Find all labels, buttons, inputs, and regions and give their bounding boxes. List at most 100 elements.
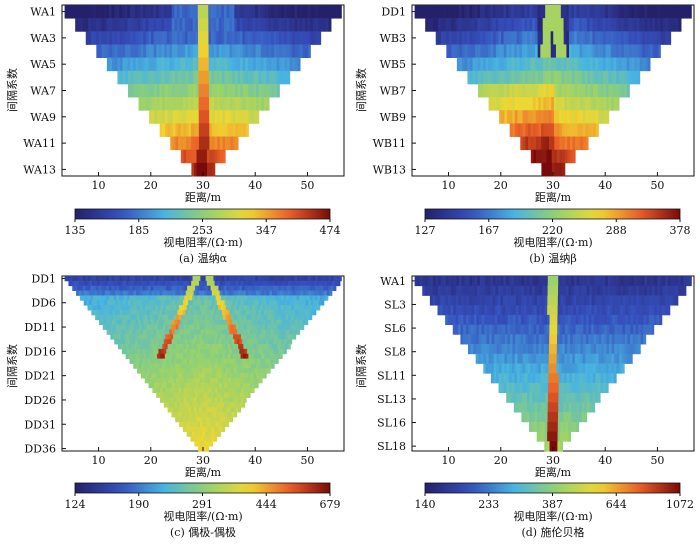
heatmap-cell [222,280,226,287]
heatmap-cell [569,149,573,164]
heatmap-cell [321,280,325,287]
heatmap-cell [497,314,501,326]
heatmap-cell [321,290,325,296]
heatmap-cell [307,44,311,59]
heatmap-cell [255,83,259,98]
heatmap-cell [508,276,512,287]
heatmap-cell [267,358,271,364]
heatmap-cell [283,276,287,282]
heatmap-cell [185,353,189,360]
heatmap-cell [490,70,494,85]
heatmap-cell [210,285,214,291]
heatmap-cell [213,348,217,355]
heatmap-cell [472,5,476,19]
heatmap-cell [173,397,177,403]
heatmap-cell [218,295,222,301]
heatmap-cell [567,136,571,151]
heatmap-cell [281,57,285,72]
heatmap-cell [106,285,110,291]
heatmap-cell [675,285,679,296]
heatmap-cell [585,324,589,335]
heatmap-cell [72,5,76,19]
heatmap-cell [602,31,606,45]
heatmap-cell [568,421,572,432]
heatmap-cell [281,285,285,291]
heatmap-cell [448,18,452,32]
heatmap-cell [110,334,114,340]
heatmap-cell [551,83,555,98]
heatmap-cell [268,310,272,316]
heatmap-cell [226,329,230,335]
heatmap-cell [582,123,586,137]
heatmap-cell [468,314,472,326]
heatmap-cell [578,305,582,316]
heatmap-cell [79,295,83,301]
heatmap-cell [595,344,599,355]
heatmap-cell [169,300,173,306]
heatmap-cell [597,57,601,72]
heatmap-cell [132,31,136,45]
heatmap-cell [93,31,97,45]
x-tick-label: 30 [546,179,560,192]
heatmap-cell [240,353,244,360]
panel-d-caption: (d) 施伦贝格 [521,525,584,539]
heatmap-cell [157,280,161,287]
heatmap-cell [221,382,225,389]
heatmap-cell [211,110,215,124]
heatmap-cell [209,387,213,394]
heatmap-cell [564,136,568,151]
heatmap-cell [172,353,176,360]
heatmap-cell [473,334,477,345]
heatmap-cell [211,436,215,442]
heatmap-cell [581,285,585,296]
heatmap-cell [175,416,179,423]
heatmap-cell [579,5,583,19]
heatmap-cell [198,44,202,59]
heatmap-cell [81,280,85,287]
heatmap-cell [566,402,570,413]
heatmap-cell [575,136,579,151]
heatmap-cell [108,305,112,311]
heatmap-cell [172,57,176,72]
heatmap-cell [308,280,312,287]
heatmap-cell [493,44,497,59]
heatmap-cell [337,280,341,287]
heatmap-cell [288,305,292,311]
heatmap-cell [310,18,314,32]
heatmap-cell [485,276,489,287]
heatmap-cell [225,344,229,350]
colorbar-tick-label: 190 [128,498,149,511]
heatmap-cell [183,387,187,394]
heatmap-cell [166,382,170,389]
heatmap-cell [206,310,210,316]
heatmap-cell [482,285,486,296]
heatmap-cell [555,18,559,32]
heatmap-cell [101,5,105,19]
heatmap-cell [173,334,177,340]
heatmap-cell [305,44,309,59]
heatmap-cell [524,44,528,59]
heatmap-cell [561,70,565,85]
heatmap-cell [526,276,530,287]
heatmap-cell [236,314,240,321]
heatmap-cell [219,353,223,360]
heatmap-cell [191,162,195,177]
heatmap-cell [289,329,293,335]
heatmap-cell [493,373,497,384]
heatmap-cell [614,344,618,355]
heatmap-cell [257,378,261,384]
heatmap-cell [673,276,677,287]
heatmap-cell [252,329,256,335]
heatmap-cell [659,295,663,306]
heatmap-cell [268,5,272,19]
heatmap-cell [167,353,171,360]
heatmap-cell [544,285,548,296]
heatmap-cell [163,402,167,408]
heatmap-cell [170,110,174,124]
heatmap-cell [237,83,241,98]
heatmap-cell [121,305,125,311]
heatmap-cell [589,285,593,296]
heatmap-cell [293,295,297,301]
heatmap-cell [527,353,531,364]
heatmap-cell [593,314,597,326]
